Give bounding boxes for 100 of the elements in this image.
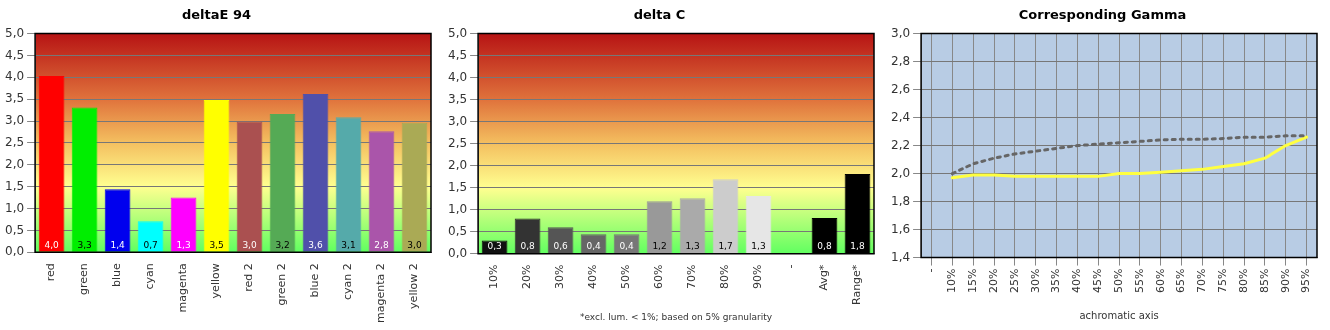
bar (38, 76, 65, 252)
data-label: 3,2 (275, 239, 290, 250)
y-tick-label: 2,6 (890, 81, 911, 96)
y-tick-label: 2,8 (890, 53, 911, 68)
y-tick-label: 4,0 (447, 69, 468, 84)
data-label: 0,3 (487, 240, 502, 251)
data-label: 1,8 (850, 240, 865, 251)
y-tick-label: 1,5 (447, 179, 468, 194)
x-tick-label: 60% (652, 264, 666, 290)
data-label: 2,8 (374, 239, 389, 250)
x-tick-label: 20% (520, 264, 534, 290)
x-tick-label: cyan (143, 263, 157, 290)
x-tick-label: 90% (1278, 268, 1292, 293)
x-tick-label: cyan 2 (341, 263, 355, 301)
y-tick-label: 4,5 (447, 47, 468, 62)
y-tick-label: 2,5 (447, 135, 468, 150)
x-tick-label: Avg* (817, 264, 831, 291)
x-tick-label: 80% (718, 264, 732, 290)
y-tick-label: 3,5 (4, 91, 25, 106)
bar (170, 197, 197, 252)
data-label: 0,4 (586, 240, 601, 251)
chart-title: Corresponding Gamma (1018, 7, 1187, 23)
x-tick-label: 30% (553, 264, 567, 290)
y-tick-label: 5,0 (447, 25, 468, 40)
data-label: 3,3 (77, 239, 92, 250)
data-label: 3,0 (242, 239, 257, 250)
y-tick-label: 2,5 (4, 135, 25, 150)
x-tick-label: red (44, 263, 58, 282)
data-label: 1,7 (718, 240, 733, 251)
x-tick-label: yellow (209, 263, 223, 299)
data-label: 1,3 (176, 239, 191, 250)
y-tick-label: 2,0 (890, 165, 911, 180)
x-tick-label: 70% (1195, 268, 1209, 293)
y-tick-label: 1,4 (890, 249, 911, 264)
x-tick-label: 10% (487, 264, 501, 290)
y-tick-label: 3,0 (4, 113, 25, 128)
x-tick-label: 80% (1236, 268, 1250, 293)
x-tick-label: 55% (1132, 268, 1146, 293)
x-tick-label: 35% (1049, 268, 1063, 293)
x-axis-title: achromatic axis (1079, 309, 1159, 321)
y-tick-label: 1,0 (4, 200, 25, 215)
bar (401, 122, 428, 252)
data-label: 0,8 (817, 240, 832, 251)
chart-title: deltaE 94 (181, 7, 252, 23)
data-label: 4,0 (44, 239, 59, 250)
x-tick-label: 25% (1007, 268, 1021, 293)
bar (302, 93, 329, 252)
bar (745, 195, 772, 254)
data-label: 1,4 (110, 239, 125, 250)
bar (71, 107, 98, 252)
x-tick-label: - (924, 268, 938, 273)
y-tick-label: 4,5 (4, 47, 25, 62)
data-label: 3,6 (308, 239, 323, 250)
x-tick-label: 60% (1153, 268, 1167, 293)
data-label: 3,0 (407, 239, 422, 250)
bar (368, 131, 395, 252)
bar (646, 201, 673, 254)
x-tick-label: 50% (1111, 268, 1125, 293)
chart-title: delta C (633, 7, 686, 23)
y-tick-label: 3,0 (890, 25, 911, 40)
x-tick-label: 70% (685, 264, 699, 290)
y-tick-label: 0,5 (447, 223, 468, 238)
data-label: 3,1 (341, 239, 356, 250)
text: *excl. lum. < 1%; based on 5% granularity (579, 311, 773, 322)
data-label: 0,8 (520, 240, 535, 251)
bar (104, 189, 131, 252)
x-tick-label: 40% (586, 264, 600, 290)
y-tick-label: 2,0 (4, 156, 25, 171)
x-tick-label: 75% (1216, 268, 1230, 293)
y-tick-label: 2,0 (447, 157, 468, 172)
x-tick-label: - (784, 264, 798, 269)
y-tick-label: 1,6 (890, 221, 911, 236)
y-tick-label: 3,5 (447, 91, 468, 106)
x-tick-label: blue 2 (308, 263, 322, 298)
x-tick-label: green (77, 263, 91, 296)
x-tick-label: 45% (1091, 268, 1105, 293)
x-tick-label: yellow 2 (407, 263, 421, 309)
x-tick-label: 85% (1257, 268, 1271, 293)
x-tick-label: 15% (966, 268, 980, 293)
bar (335, 117, 362, 252)
data-label: 0,4 (619, 240, 634, 251)
data-label: 1,3 (751, 240, 766, 251)
data-label: 0,6 (553, 240, 568, 251)
bar (679, 198, 706, 254)
y-tick-label: 1,8 (890, 193, 911, 208)
y-tick-label: 1,5 (4, 178, 25, 193)
y-tick-label: 1,0 (447, 201, 468, 216)
x-tick-label: 20% (986, 268, 1000, 293)
data-label: 1,3 (685, 240, 700, 251)
x-tick-label: 95% (1299, 268, 1313, 293)
x-tick-label: blue (110, 263, 124, 288)
bar (712, 179, 739, 254)
x-tick-label: 30% (1028, 268, 1042, 293)
x-tick-label: magenta (176, 263, 190, 313)
x-tick-label: 90% (751, 264, 765, 290)
x-tick-label: Range* (850, 264, 864, 306)
y-tick-label: 0,5 (4, 222, 25, 237)
bar (269, 114, 296, 252)
x-tick-label: 50% (619, 264, 633, 290)
x-tick-label: 10% (945, 268, 959, 293)
